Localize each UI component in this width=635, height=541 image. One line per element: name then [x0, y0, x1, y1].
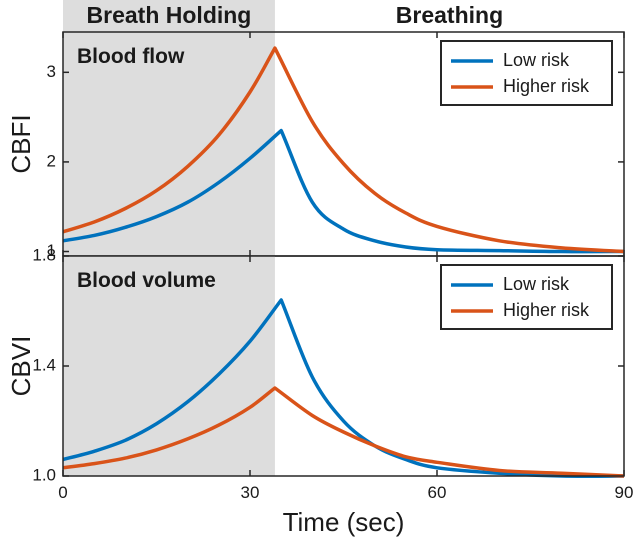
blood-flow-panel: 1 2 3 Blood flow CBFI Low risk Higher risk — [6, 31, 625, 260]
panel-title-blood-volume: Blood volume — [77, 269, 216, 292]
series-lines — [62, 46, 625, 254]
y-axis-label-cbfi: CBFI — [6, 114, 36, 173]
legend-label-low-risk: Low risk — [503, 274, 570, 294]
legend-label-higher-risk: Higher risk — [503, 300, 590, 320]
axes-frame — [62, 255, 625, 477]
series-line-low-risk — [62, 128, 625, 254]
x-tick-label: 60 — [428, 483, 447, 502]
legend-box — [440, 40, 613, 106]
phase-label-breathing: Breathing — [396, 2, 503, 28]
x-axis-ticks: 0 30 60 90 — [58, 483, 633, 502]
legend: Low risk Higher risk — [440, 264, 613, 330]
legend-box — [440, 264, 613, 330]
x-tick-label: 30 — [241, 483, 260, 502]
y-tick-label: 1.8 — [32, 245, 56, 264]
series-lines — [62, 298, 625, 478]
y-tick-label: 1 — [47, 241, 56, 260]
x-axis-label: Time (sec) — [283, 507, 405, 537]
legend-label-low-risk: Low risk — [503, 50, 570, 70]
series-line-low-risk — [62, 298, 625, 478]
legend-label-higher-risk: Higher risk — [503, 76, 590, 96]
breath-hold-shading — [63, 256, 275, 476]
panel-title-blood-flow: Blood flow — [77, 45, 185, 68]
legend: Low risk Higher risk — [440, 40, 613, 106]
y-tick-label: 1.4 — [32, 355, 56, 374]
series-line-higher-risk — [62, 386, 625, 478]
phase-label-breath-holding: Breath Holding — [87, 2, 252, 28]
y-axis-label-cbvi: CBVI — [6, 336, 36, 397]
x-tick-label: 0 — [58, 483, 67, 502]
x-tick-label: 90 — [615, 483, 634, 502]
breath-hold-shading-header — [63, 0, 275, 32]
y-ticks: 1.0 1.4 1.8 — [32, 245, 625, 484]
y-tick-label: 1.0 — [32, 465, 56, 484]
y-tick-label: 2 — [47, 151, 56, 170]
series-line-higher-risk — [62, 46, 625, 254]
y-tick-label: 3 — [47, 62, 56, 81]
blood-volume-panel: 1.0 1.4 1.8 Blood volume CBVI Low risk Hig… — [6, 245, 625, 484]
